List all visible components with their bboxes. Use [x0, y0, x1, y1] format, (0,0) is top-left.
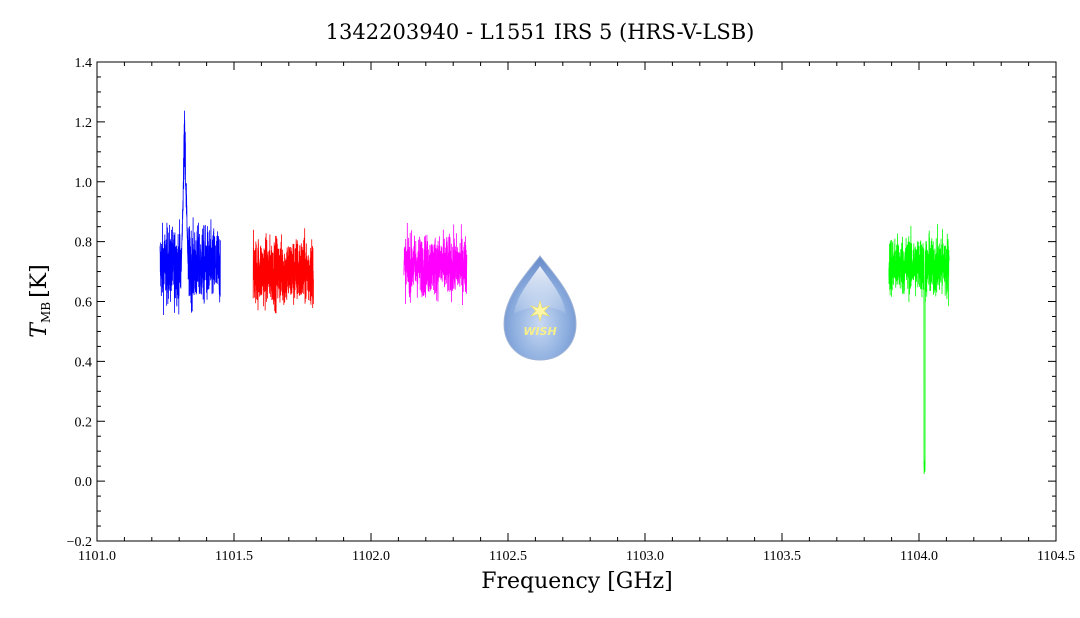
- y-axis-label: TMB [K]: [27, 264, 53, 337]
- y-tick-labels: −0.2 0.0 0.2 0.4 0.6 0.8 1.0 1.2 1.4: [67, 56, 92, 550]
- y-axis-label-main: T: [27, 321, 52, 338]
- x-tick-labels: 1101.0 1101.5 1102.0 1102.5 1103.0 1103.5 1104…: [78, 549, 1075, 564]
- x-axis-label: Frequency [GHz]: [481, 569, 673, 594]
- y-tick-label: 1.2: [75, 116, 93, 131]
- x-tick-label: 1101.5: [215, 549, 253, 564]
- y-axis-label-sub: MB: [39, 302, 53, 323]
- y-tick-label: 0.8: [75, 236, 93, 251]
- x-tick-label: 1101.0: [78, 549, 116, 564]
- y-tick-label: 0.4: [75, 355, 93, 370]
- series-line-4: [888, 223, 950, 475]
- y-tick-label: 1.4: [75, 56, 93, 71]
- plot-frame: [96, 61, 1057, 542]
- series-line-3: [403, 222, 468, 306]
- ticks-layer: [96, 61, 1057, 542]
- x-tick-label: 1102.5: [489, 549, 527, 564]
- star-icon: [529, 299, 551, 323]
- y-tick-label: 1.0: [75, 176, 93, 191]
- y-tick-label: 0.2: [75, 415, 93, 430]
- series-line-2: [252, 228, 314, 314]
- x-tick-label: 1102.0: [352, 549, 390, 564]
- x-tick-label: 1103.0: [626, 549, 664, 564]
- x-tick-label: 1104.0: [900, 549, 938, 564]
- x-tick-label: 1103.5: [763, 549, 801, 564]
- y-axis-label-unit: [K]: [27, 264, 52, 298]
- x-tick-label: 1104.5: [1037, 549, 1075, 564]
- series-line-1: [159, 110, 221, 315]
- y-tick-label: 0.0: [75, 475, 93, 490]
- series-layer: [159, 110, 950, 475]
- y-tick-label: −0.2: [67, 535, 92, 550]
- logo-text: WISH: [523, 325, 556, 338]
- chart-title: 1342203940 - L1551 IRS 5 (HRS-V-LSB): [326, 20, 755, 44]
- wish-logo: WISH: [503, 255, 577, 361]
- y-tick-label: 0.6: [75, 296, 93, 311]
- svg-text:TMB[K]: TMB [K]: [27, 264, 53, 337]
